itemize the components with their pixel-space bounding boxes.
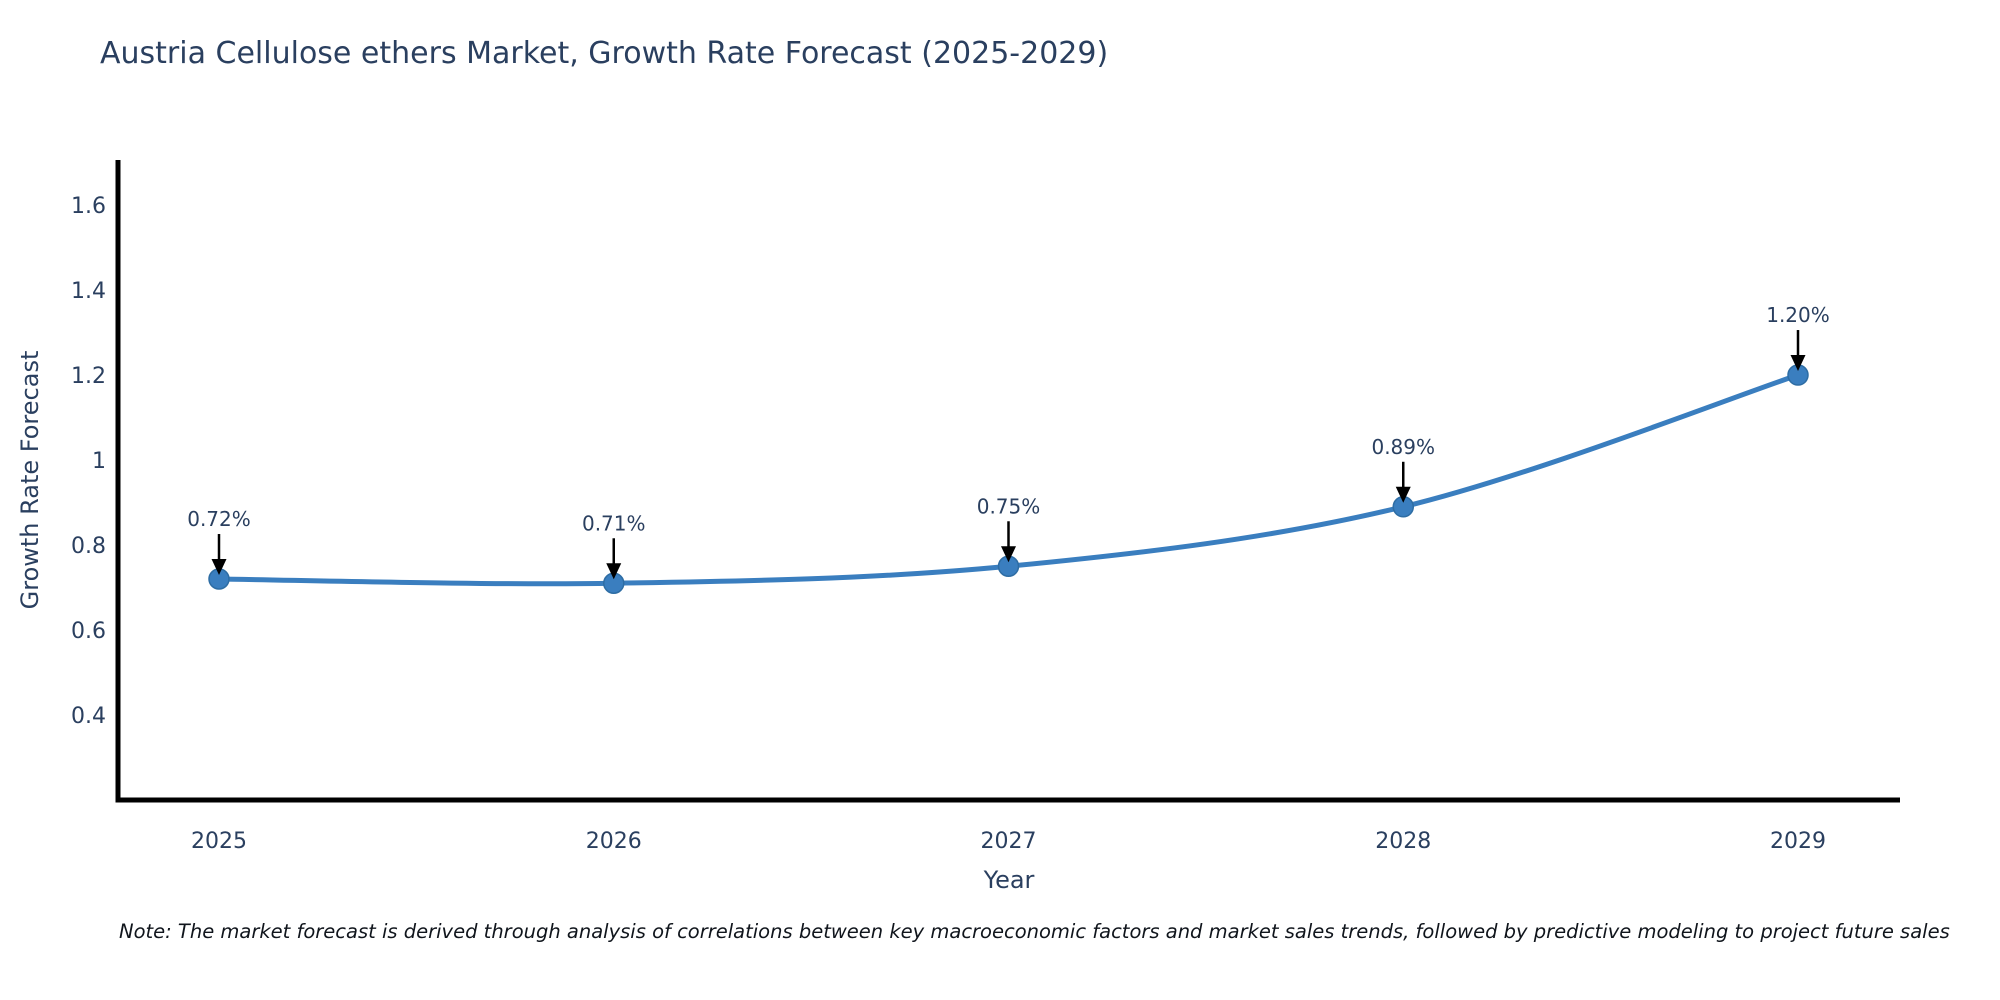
chart-title: Austria Cellulose ethers Market, Growth … (100, 36, 1109, 71)
y-tick-label: 1 (92, 449, 106, 474)
annotation-arrowhead (1395, 486, 1411, 503)
annotation-label-2029: 1.20% (1766, 303, 1830, 327)
y-tick-label: 0.6 (71, 619, 106, 644)
annotation-label-2028: 0.89% (1371, 435, 1435, 459)
annotation-label-2026: 0.71% (582, 511, 646, 535)
y-tick-label: 0.8 (71, 534, 106, 559)
forecast-methodology-note: Note: The market forecast is derived thr… (119, 920, 1950, 943)
annotation-label-2027: 0.75% (977, 494, 1041, 518)
x-tick-label: 2025 (191, 829, 247, 854)
y-tick-label: 1.2 (71, 364, 106, 389)
x-tick-label: 2029 (1770, 829, 1826, 854)
x-axis-title: Year (983, 866, 1035, 894)
x-tick-label: 2028 (1375, 829, 1431, 854)
annotation-arrowhead (211, 559, 227, 576)
annotation-label-2025: 0.72% (187, 507, 251, 531)
x-tick-label: 2026 (586, 829, 642, 854)
annotation-arrowhead (606, 563, 622, 580)
x-tick-label: 2027 (981, 829, 1037, 854)
y-tick-label: 1.4 (71, 279, 106, 304)
y-tick-label: 1.6 (71, 194, 106, 219)
y-tick-label: 0.4 (71, 704, 106, 729)
annotation-arrowhead (1790, 355, 1806, 372)
annotation-arrowhead (1001, 546, 1016, 563)
